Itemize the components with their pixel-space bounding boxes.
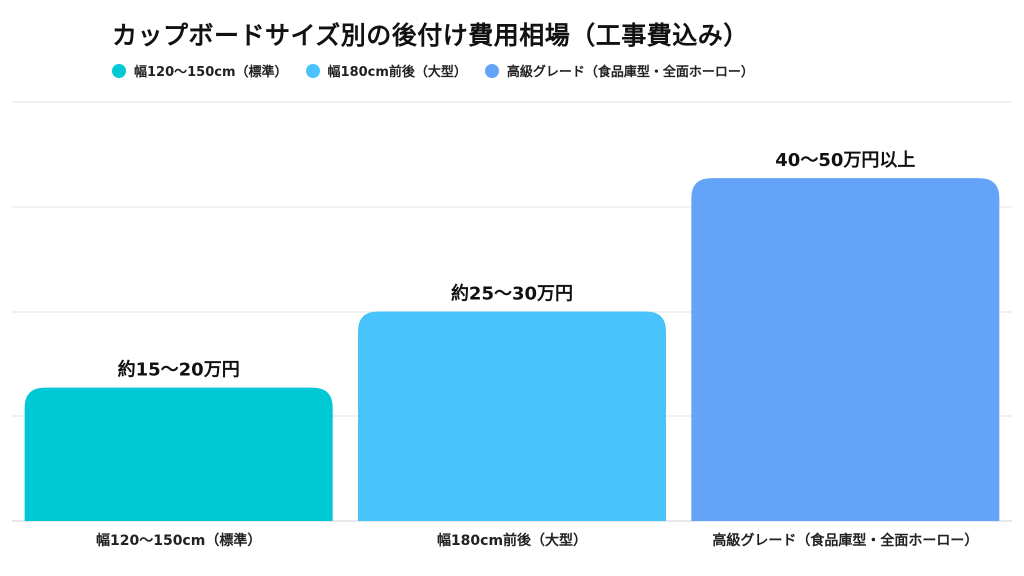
legend-item-large: 幅180cm前後（大型）	[305, 61, 467, 80]
legend-swatch-premium	[484, 63, 499, 78]
bar-1	[24, 387, 333, 521]
legend-swatch-large	[305, 63, 320, 78]
legend-swatch-standard	[112, 63, 126, 78]
x-tick-label-2: 幅180cm前後（大型）	[437, 532, 587, 549]
bar-2	[358, 311, 666, 521]
bar-3	[691, 178, 1000, 521]
legend-item-standard: 幅120〜150cm（標準）	[112, 61, 288, 80]
data-label-2: 約25〜30万円	[451, 283, 573, 305]
chart-title: カップボードサイズ別の後付け費用相場（工事費込み）	[112, 21, 749, 50]
legend-label-premium: 高級グレード（食品庫型・全面ホーロー）	[506, 65, 754, 80]
legend-label-standard: 幅120〜150cm（標準）	[134, 65, 288, 80]
x-tick-label-3: 高級グレード（食品庫型・全面ホーロー）	[712, 532, 978, 549]
legend-label-large: 幅180cm前後（大型）	[327, 65, 467, 80]
x-tick-label-1: 幅120〜150cm（標準）	[96, 532, 261, 549]
data-label-3: 40〜50万円以上	[775, 150, 915, 171]
data-label-1: 約15〜20万円	[118, 359, 240, 381]
chart-legend: 幅120〜150cm（標準） 幅180cm前後（大型） 高級グレード（食品庫型・…	[112, 61, 754, 80]
legend-item-premium: 高級グレード（食品庫型・全面ホーロー）	[484, 61, 754, 80]
